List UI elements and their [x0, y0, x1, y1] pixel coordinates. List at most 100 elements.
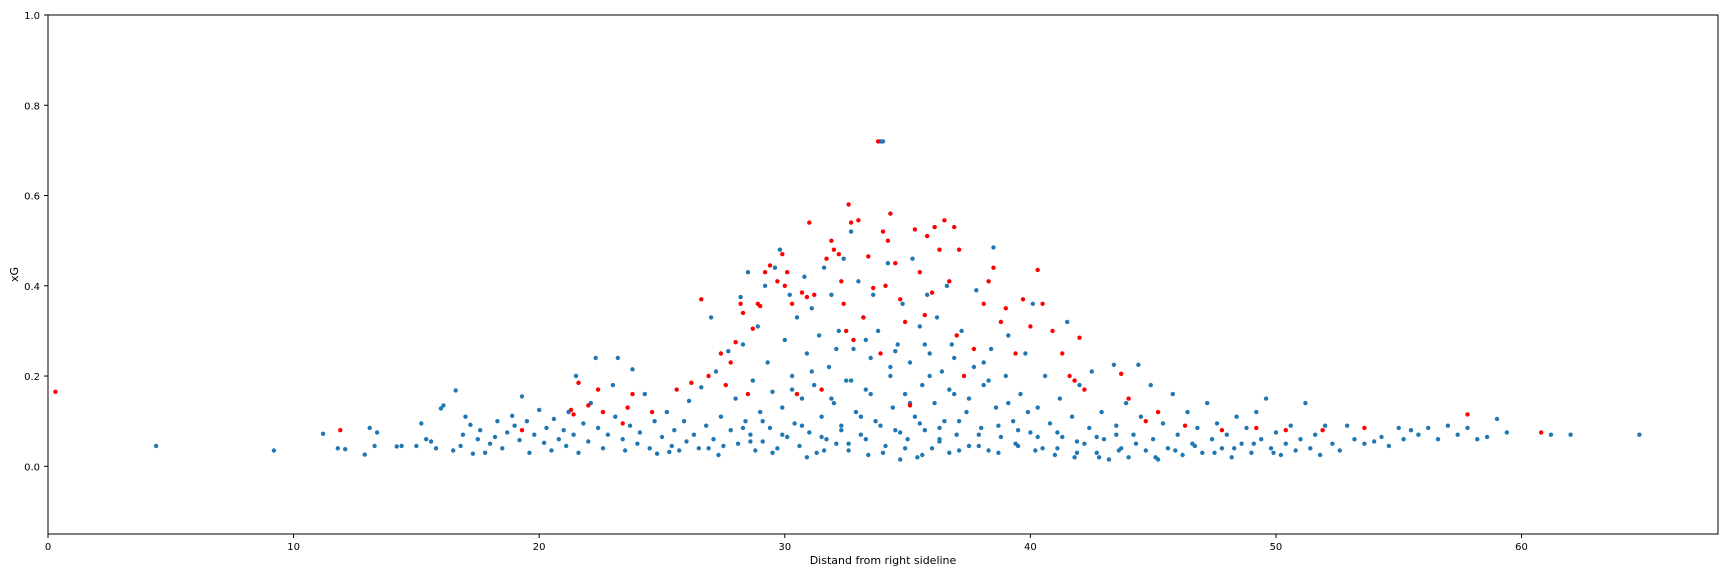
red-data-point [740, 310, 746, 316]
blue-data-point [1074, 450, 1080, 455]
blue-data-point [487, 441, 493, 446]
blue-data-point [1136, 362, 1141, 367]
blue-data-point [564, 443, 569, 449]
red-data-point [780, 252, 785, 257]
red-data-point [630, 391, 635, 397]
red-data-point [745, 391, 751, 397]
red-data-point [789, 301, 795, 306]
blue-data-point [821, 448, 827, 453]
blue-data-point [343, 447, 348, 452]
blue-data-point [1106, 457, 1112, 462]
blue-data-point [954, 432, 959, 437]
red-data-point [1119, 371, 1124, 376]
blue-data-point [1271, 450, 1276, 455]
blue-data-point [1035, 405, 1040, 410]
blue-data-point [414, 443, 419, 449]
red-data-point [620, 421, 625, 426]
blue-data-point [782, 337, 787, 343]
blue-data-point [1568, 432, 1573, 437]
blue-data-point [711, 437, 716, 442]
red-data-point [1143, 419, 1149, 424]
blue-data-point [652, 419, 657, 424]
blue-data-point [1072, 455, 1077, 460]
blue-data-point [927, 351, 932, 356]
blue-data-point [947, 387, 952, 392]
blue-data-point [1229, 455, 1234, 460]
blue-data-point [787, 292, 792, 297]
red-data-point [1003, 306, 1008, 311]
blue-data-point [998, 434, 1004, 440]
blue-data-point [453, 388, 458, 393]
blue-data-point [971, 364, 977, 370]
blue-data-point [1173, 448, 1178, 453]
blue-data-point [777, 247, 783, 252]
red-data-point [576, 380, 581, 385]
blue-data-point [468, 422, 473, 427]
blue-data-point [956, 419, 962, 424]
blue-data-point [1148, 382, 1153, 388]
blue-data-point [1212, 450, 1217, 455]
red-data-point [893, 261, 898, 266]
blue-data-point [799, 423, 805, 428]
blue-data-point [1175, 432, 1180, 437]
x-tick-label: 30 [778, 542, 791, 553]
blue-data-point [794, 315, 800, 320]
blue-data-point [419, 421, 424, 426]
blue-data-point [1548, 432, 1554, 437]
red-data-point [1082, 387, 1087, 392]
blue-data-point [819, 434, 824, 440]
red-data-point [750, 326, 755, 331]
blue-data-point [367, 425, 372, 431]
red-data-point [738, 301, 743, 306]
blue-data-point [721, 443, 726, 449]
red-data-point [767, 263, 773, 268]
blue-data-point [684, 439, 689, 444]
y-tick-label: 0.8 [24, 101, 40, 112]
blue-data-point [942, 419, 947, 424]
red-data-point [861, 315, 866, 320]
blue-data-point [898, 430, 903, 435]
blue-data-point [1160, 421, 1166, 426]
blue-data-point [1030, 301, 1036, 306]
blue-data-point [500, 446, 505, 451]
blue-data-point [1065, 319, 1070, 325]
blue-data-point [428, 439, 434, 444]
blue-data-point [979, 425, 984, 431]
red-data-point [1219, 428, 1225, 433]
blue-data-point [912, 414, 918, 419]
blue-data-point [1192, 443, 1198, 449]
blue-data-point [1259, 437, 1264, 442]
red-data-point [848, 220, 854, 225]
blue-data-point [804, 455, 810, 460]
blue-data-point [1251, 441, 1257, 446]
blue-data-point [789, 373, 795, 379]
blue-data-point [947, 450, 952, 455]
blue-data-point [642, 391, 647, 397]
blue-data-point [966, 443, 972, 449]
x-tick-label: 60 [1515, 542, 1528, 553]
red-data-point [819, 387, 824, 392]
blue-data-point [760, 419, 765, 424]
blue-data-point [478, 428, 483, 433]
red-data-point [782, 283, 787, 288]
blue-data-point [581, 421, 586, 426]
blue-data-point [691, 432, 697, 437]
blue-data-point [829, 292, 834, 297]
red-data-point [1254, 425, 1259, 431]
blue-data-point [733, 396, 738, 401]
blue-data-point [937, 425, 942, 431]
blue-data-point [966, 396, 972, 401]
x-tick-label: 50 [1270, 542, 1283, 553]
blue-data-point [1205, 400, 1210, 406]
plot-frame [47, 14, 1719, 535]
blue-data-point [1035, 434, 1040, 440]
blue-data-point [775, 446, 780, 451]
blue-data-point [1408, 428, 1414, 433]
blue-data-point [1114, 432, 1119, 437]
blue-data-point [1426, 425, 1431, 431]
red-data-point [829, 238, 834, 243]
blue-data-point [1273, 430, 1279, 435]
blue-data-point [576, 450, 581, 455]
y-tick-label: 0.0 [24, 462, 40, 473]
blue-data-point [809, 306, 814, 311]
